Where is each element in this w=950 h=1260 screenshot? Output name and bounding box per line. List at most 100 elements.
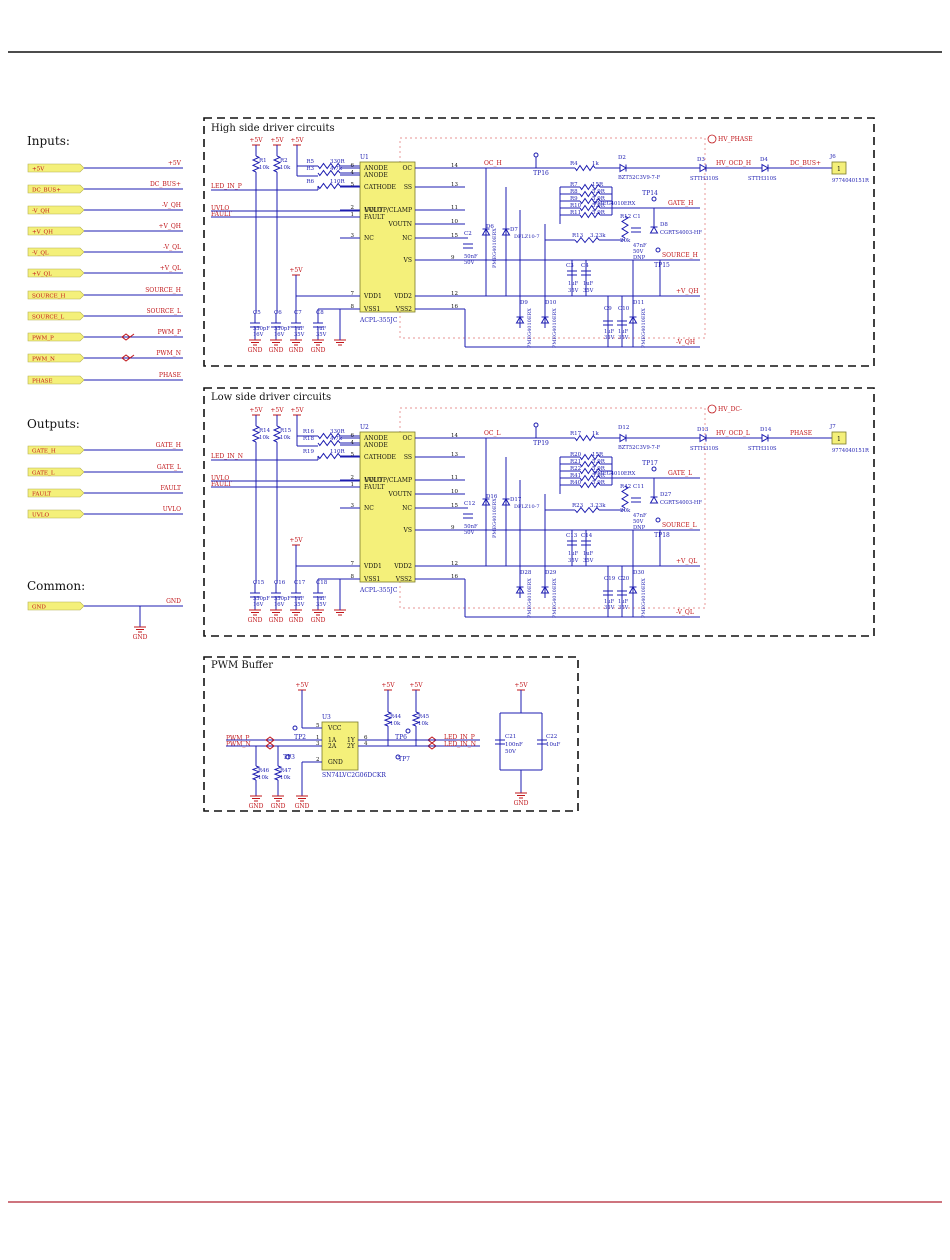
oc-net-label: OC_H (484, 160, 502, 167)
pin-name: SS (404, 184, 412, 191)
resistor-ref: R46 (258, 768, 270, 774)
resistor-ref: R21 (570, 459, 581, 465)
input-resistor-2 (317, 452, 341, 460)
gate-resistor-0 (579, 183, 601, 191)
pin-name: VCC (327, 725, 342, 732)
capacitor-voltage: 16V (253, 602, 264, 608)
pin-name: VS (403, 257, 412, 264)
capacitor-val: 1uF (316, 596, 327, 602)
resistor-val: 10k (259, 165, 270, 171)
pin-number: 13 (451, 452, 458, 458)
connector-body (831, 161, 847, 175)
d8-diode (649, 226, 659, 234)
clamp-resistor (574, 236, 600, 244)
capacitor-ref: C2 (464, 231, 472, 237)
diode-ref: D6 (486, 224, 494, 230)
input-resistor-1 (317, 169, 341, 177)
driver-ic-part: ACPL-355JC (359, 317, 398, 324)
pin-name: CATHODE (364, 184, 396, 191)
d8-diode (649, 496, 659, 504)
power-label: +5V (270, 137, 284, 144)
test-point (651, 466, 657, 472)
capacitor-voltage: 50V (464, 530, 475, 536)
input-10-net-label: PHASE (159, 372, 181, 379)
ground-label: GND (289, 617, 304, 624)
capacitor-ref: C4 (581, 263, 589, 269)
resistor-val: 5.9R (592, 196, 606, 202)
output-2-port-label: FAULT (32, 492, 51, 498)
test-point (651, 196, 657, 202)
capacitor-voltage: 35V (604, 335, 615, 341)
ground-label: GND (269, 617, 284, 624)
capacitor-voltage: 35V (294, 602, 305, 608)
capacitor-ref: C20 (618, 576, 630, 582)
diode-ref: D2 (618, 155, 626, 161)
input-5-net-label: +V_QL (160, 265, 181, 272)
resistor-val: 3.23k (590, 503, 606, 509)
pin-number: 3 (316, 741, 320, 747)
resistor-val: 5.9R (592, 480, 606, 486)
clamp-resistor (574, 506, 600, 514)
output-2-flag (27, 488, 85, 498)
resistor-val: 330R (330, 429, 345, 435)
pulldown-resistor-1 (273, 765, 283, 781)
resistor-ref: R4 (570, 161, 578, 167)
test-point-label: TP14 (642, 190, 658, 197)
capacitor-voltage: 35V (583, 288, 594, 294)
capacitor-voltage: 35V (618, 335, 629, 341)
test-point (292, 725, 298, 731)
resistor-ref: R7 (570, 182, 578, 188)
capacitor-val: 1uF (316, 326, 327, 332)
pin-name: VSS1 (363, 576, 380, 583)
pin-number: 9 (451, 255, 455, 261)
input-10-port-label: PHASE (32, 379, 53, 385)
capacitor-ref: C6 (274, 310, 282, 316)
power-label: +5V (289, 537, 303, 544)
hv-net-marker (707, 134, 717, 144)
hv-diode-2 (761, 163, 769, 173)
input-1-flag (27, 184, 85, 194)
pin-number: 4 (351, 170, 355, 176)
input-6-port-label: SOURCE_H (32, 294, 66, 300)
resistor-ref: R45 (418, 714, 430, 720)
capacitor-ref: C10 (618, 306, 630, 312)
diode-ref: D7 (510, 227, 518, 233)
ground-label: GND (248, 617, 263, 624)
gate-resistor-2 (579, 467, 601, 475)
pin-name: 1Y (347, 737, 356, 744)
buffer-ic-part: SN74LVC2G06DCKR (322, 772, 386, 779)
pin-name: NC (364, 505, 374, 512)
diode-val: PMEG4010ERX (641, 578, 647, 618)
capacitor-val: 1uF (604, 599, 615, 605)
resistor-val: 10k (280, 435, 291, 441)
common-gnd-port-label: GND (32, 605, 46, 611)
pin-number: 2 (316, 757, 320, 763)
pos-rail-label: +V_QH (676, 288, 699, 295)
diode-val: PMEG4010ERX (527, 308, 533, 348)
pin-number: 9 (451, 525, 455, 531)
resistor-val: 5.9R (592, 210, 606, 216)
resistor-ref: R10 (570, 203, 582, 209)
capacitor-voltage: 16V (274, 332, 285, 338)
diode-val: PMEG4010ERX (492, 498, 498, 538)
gate-resistor-1 (579, 460, 601, 468)
oc-resistor (574, 434, 596, 442)
resistor-val: 15R (592, 452, 604, 458)
resistor-val: 3.23k (590, 233, 606, 239)
d10-diode (540, 316, 550, 324)
common-gnd-net-label: GND (166, 598, 181, 605)
capacitor-val: 1uF (568, 551, 579, 557)
pin-name: VSS2 (395, 306, 412, 313)
pin-name: VOUTN (388, 491, 412, 498)
low-side-box (203, 387, 875, 637)
gate-resistor-3 (579, 204, 601, 212)
input-7-net-label: SOURCE_L (146, 308, 181, 315)
pin-name: VOUTP/CLAMP (364, 207, 412, 214)
input-8-signal-arrow (121, 333, 135, 341)
pin-name: ANODE (363, 442, 388, 449)
neg-rail-label: -V_QL (676, 609, 694, 616)
led-net-label: LED_IN_N (211, 453, 243, 460)
output-3-flag (27, 509, 85, 519)
capacitor-voltage: 35V (568, 288, 579, 294)
